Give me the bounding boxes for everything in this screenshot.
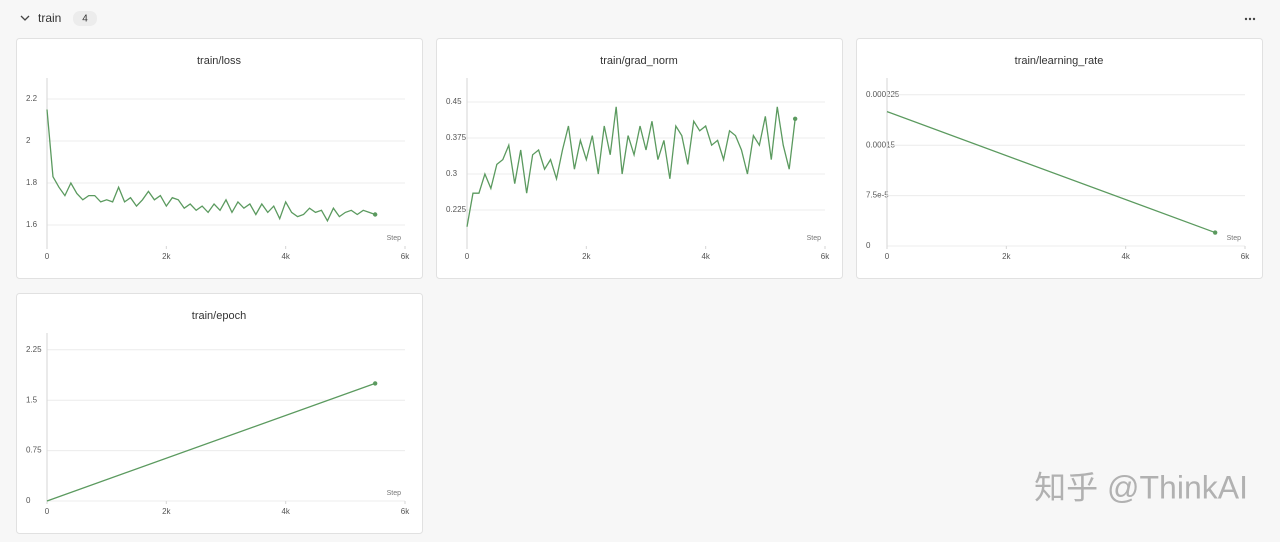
x-tick-label: 2k [1002,252,1011,261]
line-series [886,110,1216,234]
chart-title: train/learning_rate [1015,55,1104,67]
x-tick-label: 4k [281,252,290,261]
x-tick-label: 4k [281,507,290,516]
y-tick-label: 0 [866,241,871,250]
y-tick-label: 2.2 [26,94,38,103]
line-series [466,106,796,227]
x-tick-label: 2k [162,507,171,516]
collapse-chevron[interactable] [20,15,30,21]
y-tick-label: 2.25 [26,345,42,354]
chart-panel [436,38,843,279]
line-series [46,109,376,223]
last-point [372,381,378,386]
y-tick-label: 1.5 [26,395,38,404]
count-badge [73,11,97,26]
y-tick-label: 0.3 [446,169,458,178]
y-tick-label: 0.375 [446,133,467,142]
chart-title: train/grad_norm [600,55,678,67]
section-count: 4 [82,14,88,25]
y-tick-label: 1.8 [26,178,38,187]
x-tick-label: 0 [465,252,470,261]
last-point [792,116,798,122]
y-tick-label: 0.225 [446,205,467,214]
section-title[interactable]: train [38,11,61,25]
x-axis-label: Step [387,490,402,497]
y-tick-label: 1.6 [26,220,38,229]
y-tick-label: 0.000225 [866,90,900,99]
last-point [1212,230,1218,235]
x-tick-label: 0 [45,252,50,261]
chart-title: train/loss [197,55,242,67]
y-tick-label: 0.75 [26,446,42,455]
x-tick-label: 2k [582,252,591,261]
last-point [372,212,378,217]
chart-panel [16,38,423,279]
x-axis-label: Step [807,235,822,242]
y-tick-label: 0 [26,496,31,505]
x-tick-label: 6k [821,252,830,261]
x-tick-label: 6k [1241,252,1250,261]
y-tick-label: 7.5e-5 [866,191,889,200]
watermark: 知乎 @ThinkAI [1034,469,1248,505]
x-tick-label: 2k [162,252,171,261]
chart-title: train/epoch [192,310,246,322]
x-tick-label: 6k [401,507,410,516]
chart-panel [16,293,423,534]
x-tick-label: 6k [401,252,410,261]
x-tick-label: 0 [45,507,50,516]
x-tick-label: 0 [885,252,890,261]
line-series [46,382,376,502]
x-axis-label: Step [1227,235,1242,242]
x-tick-label: 4k [701,252,710,261]
x-axis-label: Step [387,235,402,242]
more-menu[interactable] [1244,17,1256,21]
y-tick-label: 0.45 [446,97,462,106]
y-tick-label: 0.00015 [866,140,895,149]
x-tick-label: 4k [1121,252,1130,261]
y-tick-label: 2 [26,136,31,145]
chart-panel [856,38,1263,279]
